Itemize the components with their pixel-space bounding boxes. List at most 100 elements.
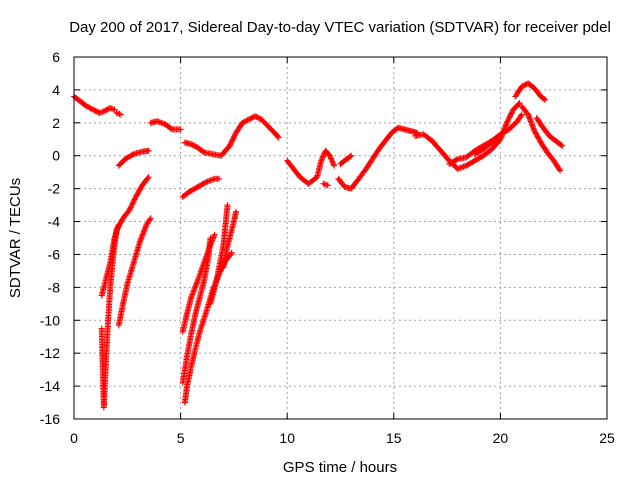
data-point — [535, 135, 542, 142]
data-point — [535, 134, 542, 141]
data-point — [453, 156, 460, 163]
series-arc-21 — [471, 134, 502, 158]
series-arc-24 — [533, 114, 566, 149]
data-point — [85, 104, 92, 111]
series-arc-15 — [284, 147, 338, 187]
data-point — [230, 134, 237, 141]
series-arc-8 — [181, 113, 282, 159]
data-point — [129, 151, 136, 158]
data-point — [506, 114, 513, 121]
data-point — [231, 132, 238, 139]
data-point — [256, 115, 263, 122]
data-point — [241, 118, 248, 125]
data-point — [329, 158, 336, 165]
data-point — [227, 140, 234, 147]
x-tick-label: 10 — [279, 430, 295, 446]
data-point — [532, 130, 539, 137]
y-tick-label: -10 — [40, 312, 60, 328]
data-point — [275, 134, 282, 141]
data-point — [83, 103, 90, 110]
chart-title: Day 200 of 2017, Sidereal Day-to-day VTE… — [69, 19, 611, 36]
data-point — [330, 161, 337, 168]
data-point — [146, 216, 153, 223]
data-point — [130, 199, 137, 206]
series-arc-12 — [179, 231, 218, 335]
data-point — [208, 240, 215, 247]
data-point — [536, 137, 543, 144]
data-point — [136, 187, 143, 194]
grid — [74, 57, 607, 419]
data-point — [87, 105, 94, 112]
data-point — [494, 135, 501, 142]
data-point — [207, 241, 214, 248]
data-point — [227, 141, 234, 148]
data-point — [247, 115, 254, 122]
y-tick-label: -14 — [40, 378, 60, 394]
y-tick-label: -4 — [48, 214, 61, 230]
data-point — [318, 156, 325, 163]
data-point — [541, 95, 548, 102]
data-point — [331, 162, 338, 169]
data-point — [228, 138, 235, 145]
data-point — [326, 152, 333, 159]
data-point — [189, 141, 196, 148]
series-arc-17 — [335, 124, 421, 192]
series-arc-9 — [179, 175, 222, 200]
data-point — [532, 129, 539, 136]
data-point — [558, 142, 565, 149]
data-point — [320, 153, 327, 160]
data-point — [319, 154, 326, 161]
data-point — [244, 117, 251, 124]
data-point — [210, 234, 217, 241]
x-tick-label: 20 — [493, 430, 509, 446]
data-point — [211, 231, 218, 238]
data-point — [188, 141, 195, 148]
data-point — [115, 221, 122, 228]
data-point — [232, 131, 239, 138]
data-point — [495, 134, 502, 141]
series-arc-5 — [115, 215, 154, 329]
y-tick-label: -6 — [48, 246, 61, 262]
data-point — [229, 137, 236, 144]
data-point — [328, 156, 335, 163]
plot-frame — [73, 56, 608, 420]
axis-ticks: 0 5 10 15 20 25 -16 -14 -12 -10 -8 -6 -4 -2 0 2 4 6 — [40, 49, 615, 446]
data-point — [274, 133, 281, 140]
data-point — [134, 191, 141, 198]
data-point — [88, 105, 95, 112]
data-point — [516, 100, 523, 107]
data-point — [117, 111, 124, 118]
data-point — [249, 114, 256, 121]
y-axis-title: SDTVAR / TECUs — [7, 178, 24, 298]
data-point — [229, 136, 236, 143]
data-point — [144, 175, 151, 182]
data-point — [507, 111, 514, 118]
data-point — [192, 143, 199, 150]
series-arc-23 — [518, 103, 564, 174]
data-point — [518, 111, 525, 118]
y-tick-label: 4 — [52, 82, 60, 98]
data-point — [508, 109, 515, 116]
data-point — [86, 104, 93, 111]
data-point — [542, 96, 549, 103]
data-point — [347, 153, 354, 160]
data-point — [239, 119, 246, 126]
data-point — [320, 152, 327, 159]
data-point — [228, 249, 235, 256]
data-point — [534, 133, 541, 140]
data-point — [557, 167, 564, 174]
data-point — [505, 115, 512, 122]
data-point — [324, 182, 331, 189]
data-point — [128, 201, 135, 208]
x-tick-label: 25 — [599, 430, 615, 446]
data-point — [147, 215, 154, 222]
data-point — [126, 207, 133, 214]
data-point — [508, 110, 515, 117]
data-point — [505, 117, 512, 124]
series-arc-16 — [320, 180, 331, 189]
data-point — [252, 113, 259, 120]
data-point — [531, 128, 538, 135]
data-point — [240, 119, 247, 126]
data-point — [137, 186, 144, 193]
